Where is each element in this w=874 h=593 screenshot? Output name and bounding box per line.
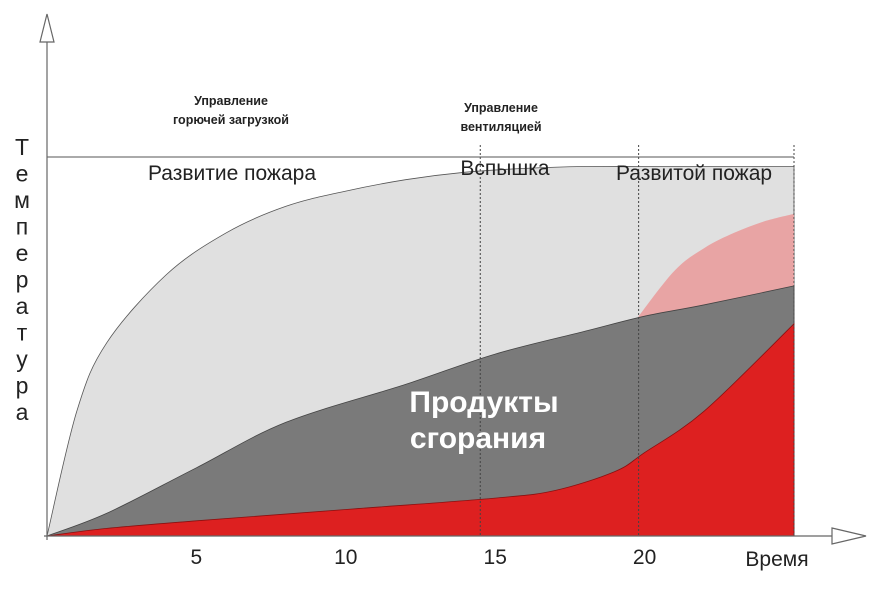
phase-label: Вспышка — [460, 157, 549, 180]
control-label-line1: Управление — [464, 101, 538, 115]
ylabel-letter: п — [16, 214, 28, 240]
ylabel-letter: у — [16, 346, 28, 372]
y-axis-arrow — [39, 13, 55, 43]
ylabel-letter: е — [16, 161, 29, 187]
ylabel-letter: р — [16, 267, 29, 293]
ylabel-letter: е — [16, 240, 29, 266]
series-label-line1: Продукты — [409, 386, 558, 419]
x-axis-arrow — [831, 527, 867, 545]
guides-layer — [47, 145, 795, 536]
control-label-line2: горючей загрузкой — [173, 113, 289, 127]
control-label-line2: вентиляцией — [460, 120, 541, 134]
x-tick-label: 20 — [633, 546, 656, 569]
area-red — [46, 322, 795, 537]
phase-label: Развитие пожара — [148, 162, 316, 185]
x-tick-label: 5 — [191, 546, 203, 569]
phase-label: Развитой пожар — [616, 162, 772, 185]
ylabel-letter: а — [16, 293, 29, 319]
axes-layer — [39, 13, 867, 545]
ylabel-letter: м — [14, 187, 30, 213]
ylabel-letter: т — [17, 320, 28, 346]
ylabel-letter: р — [16, 373, 29, 399]
x-tick-label: 15 — [484, 546, 507, 569]
ylabel-letter: а — [16, 399, 29, 425]
control-label-line1: Управление — [194, 94, 268, 108]
x-tick-label: 10 — [334, 546, 357, 569]
ylabel-letter: Т — [15, 134, 29, 160]
x-axis-label: Время — [745, 548, 808, 571]
series-label-line2: сгорания — [410, 422, 546, 455]
area-combustion-products — [46, 285, 795, 537]
areas-layer — [46, 165, 795, 537]
